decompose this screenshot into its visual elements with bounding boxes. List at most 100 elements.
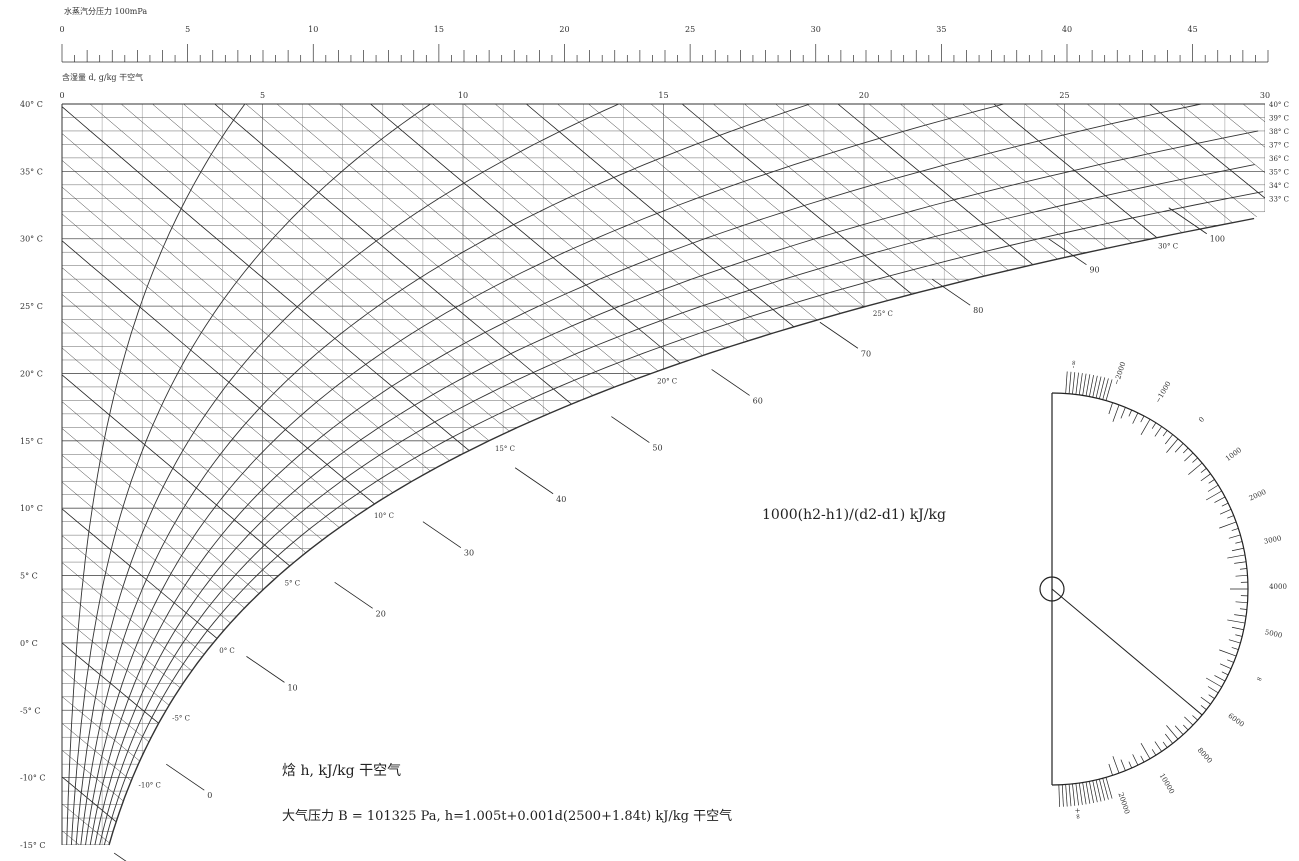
protractor-tick (1235, 634, 1243, 637)
enthalpy-line (62, 104, 502, 845)
enthalpy-line (62, 104, 242, 845)
enthalpy-line (401, 104, 1265, 845)
protractor-tick (1166, 438, 1179, 453)
enthalpy-line (962, 104, 1265, 845)
protractor-tick (1200, 705, 1207, 710)
enthalpy-line (62, 104, 923, 845)
protractor-tick (1154, 426, 1162, 437)
enthalpy-label: 80 (973, 306, 983, 315)
protractor-tick (1174, 443, 1184, 453)
enthalpy-label: 50 (652, 444, 662, 453)
saturation-temp-label: 30° C (1158, 243, 1178, 251)
protractor-tick (1228, 639, 1241, 644)
enthalpy-line (1024, 104, 1265, 845)
rh-curve-90 (103, 191, 1264, 846)
temperature-tick-label: -5° C (20, 706, 40, 715)
enthalpy-line (62, 104, 729, 845)
protractor-tick (1219, 649, 1237, 657)
right-temp-label: 34° C (1269, 182, 1289, 190)
protractor-tick-label: −1000 (1154, 380, 1173, 405)
top-axis-tick-label: 45 (1188, 25, 1198, 34)
enthalpy-line (1242, 104, 1265, 845)
enthalpy-leader (334, 581, 373, 609)
protractor-outer-tick (1075, 783, 1079, 806)
enthalpy-line (1274, 104, 1299, 845)
rh-curve-10 (66, 103, 246, 846)
protractor-tick (1200, 473, 1211, 482)
protractor-tick (1183, 724, 1189, 731)
protractor-tick (1112, 756, 1120, 774)
protractor-center-circle (1039, 576, 1065, 602)
protractor-tick-label: 3000 (1263, 534, 1282, 546)
protractor-tick (1234, 561, 1247, 564)
enthalpy-line (588, 104, 1265, 845)
enthalpy-line (650, 104, 1265, 845)
protractor-tick (1166, 725, 1179, 740)
enthalpy-line (806, 104, 1265, 845)
protractor-tick (1239, 608, 1247, 610)
enthalpy-leader (246, 656, 285, 683)
protractor-tick-label: +∞ (1073, 807, 1082, 819)
protractor-tick-label: ∞ (1255, 674, 1264, 684)
protractor-outer-tick (1095, 376, 1102, 399)
top-axis-tick-label: 10 (308, 25, 318, 34)
enthalpy-leader (931, 278, 971, 306)
enthalpy-line (993, 104, 1265, 845)
enthalpy-line (62, 104, 599, 845)
enthalpy-line (121, 104, 1021, 845)
enthalpy-line (308, 104, 1215, 845)
saturation-temp-label: 0° C (219, 647, 235, 655)
enthalpy-line (868, 104, 1265, 845)
enthalpy-label: 100 (1210, 235, 1225, 244)
protractor-outer-tick (1092, 780, 1098, 803)
protractor-tick (1140, 755, 1145, 763)
protractor-tick (1231, 647, 1239, 650)
enthalpy-leader (611, 416, 650, 443)
protractor-tick (1140, 415, 1145, 423)
protractor-tick (1188, 462, 1203, 475)
protractor-tick (1140, 419, 1151, 436)
top-axis-tick-label: 0 (59, 25, 64, 34)
protractor-outer-tick (1105, 379, 1113, 401)
protractor-tick (1112, 404, 1120, 422)
protractor-tick (1192, 715, 1198, 721)
protractor-outer-tick (1082, 373, 1087, 396)
protractor-outer-tick (1089, 374, 1094, 397)
temperature-tick-label: 20° C (20, 369, 43, 378)
protractor-outer-tick (1075, 372, 1079, 395)
top-axis-tick-label: 35 (936, 25, 946, 34)
protractor-tick-label: 0 (1197, 415, 1206, 424)
enthalpy-line (245, 104, 1151, 845)
rh-curve-80 (99, 164, 1255, 846)
top-axis-tick-label: 15 (434, 25, 444, 34)
protractor-tick-label: 5000 (1264, 628, 1283, 640)
protractor-tick (1188, 703, 1203, 716)
right-temp-label: 37° C (1269, 141, 1289, 149)
top-axis-title: 水蒸汽分压力 100mPa (64, 6, 147, 16)
protractor-tick (1120, 759, 1126, 771)
enthalpy-line (62, 104, 956, 845)
protractor-tick (1231, 528, 1239, 531)
right-temp-label: 40° C (1269, 101, 1289, 109)
protractor-tick (1128, 761, 1133, 769)
protractor-tick-label: 2000 (1248, 488, 1268, 503)
protractor-outer-tick (1072, 783, 1076, 806)
top-axis-tick-label: 40 (1062, 25, 1072, 34)
protractor-radius-line (1051, 588, 1203, 716)
enthalpy-label: 60 (753, 396, 763, 405)
saturation-temp-label: -5° C (172, 714, 190, 722)
protractor-tick (1165, 733, 1173, 744)
protractor-tick-label: -∞ (1069, 360, 1078, 369)
rh-curve-100 (108, 217, 1255, 846)
protractor-outer-tick (1078, 373, 1083, 395)
protractor-tick (1227, 554, 1246, 559)
enthalpy-line (370, 104, 1265, 845)
humidity-tick-label: 15 (658, 91, 668, 100)
enthalpy-label: 20 (376, 609, 386, 618)
enthalpy-line (1149, 104, 1265, 845)
temperature-tick-label: 10° C (20, 504, 43, 513)
protractor-outer-tick (1058, 784, 1060, 807)
enthalpy-line (62, 104, 113, 845)
protractor-tick (1221, 502, 1229, 507)
